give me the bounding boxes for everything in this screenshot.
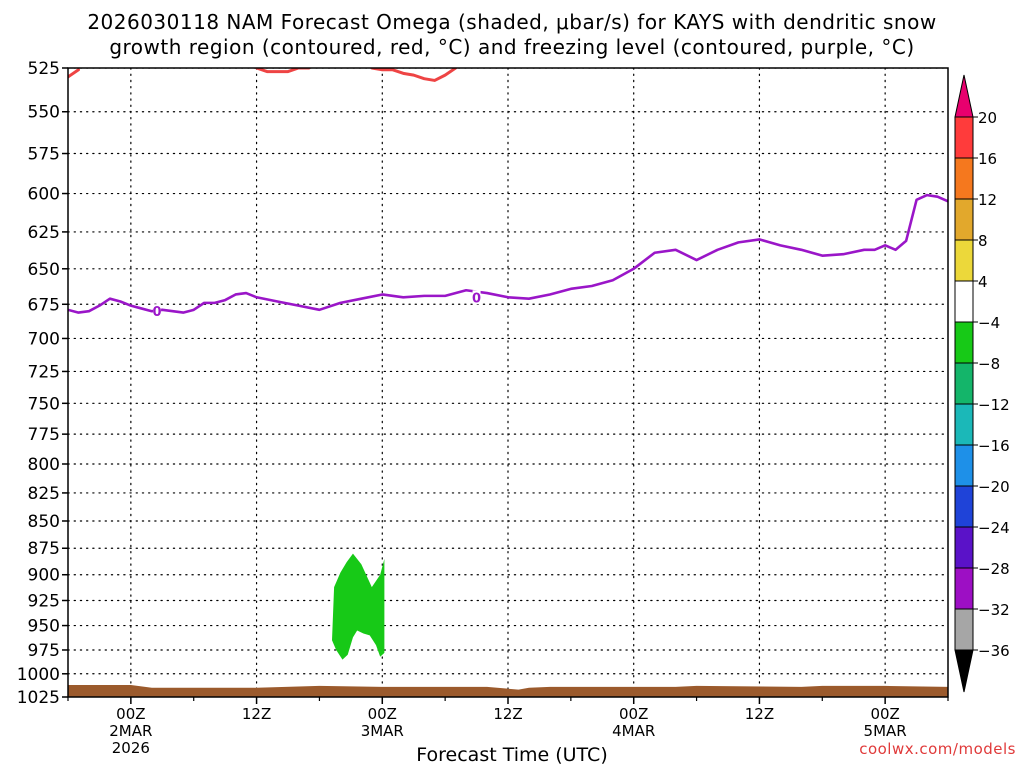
- colorbar-box: [954, 608, 974, 651]
- y-tick-label: 1025: [17, 688, 60, 708]
- colorbar-label: 4: [978, 273, 988, 291]
- colorbar-box: [954, 116, 974, 159]
- y-tick-label: 800: [28, 455, 60, 475]
- y-tick-label: 550: [28, 103, 60, 123]
- colorbar-label: 16: [978, 150, 997, 168]
- colorbar-label: −8: [978, 355, 1000, 373]
- colorbar-label: −36: [978, 642, 1010, 660]
- colorbar-label: −28: [978, 560, 1010, 578]
- colorbar-box: [954, 239, 974, 282]
- y-tick-label: 625: [28, 223, 60, 243]
- colorbar-box: [954, 444, 974, 487]
- colorbar-box: [954, 280, 974, 323]
- terrain-fill: [68, 685, 948, 697]
- colorbar-label: −16: [978, 437, 1010, 455]
- y-tick-label: 925: [28, 591, 60, 611]
- y-tick-label: 675: [28, 295, 60, 315]
- omega-shaded-area: [332, 553, 385, 660]
- y-tick-label: 600: [28, 185, 60, 205]
- freezing-level-line: [68, 193, 948, 314]
- colorbar-box: [954, 526, 974, 569]
- x-tick-label: 12Z: [493, 705, 522, 723]
- y-tick-label: 900: [28, 566, 60, 586]
- y-tick-label: 950: [28, 617, 60, 637]
- y-tick-label: 650: [28, 260, 60, 280]
- x-tick-date-label: 3MAR: [361, 722, 404, 740]
- contour-label: 0: [472, 291, 481, 306]
- x-tick-label: 00Z: [116, 705, 145, 723]
- contour-label-bg: [153, 304, 162, 319]
- contour-label-bg: [472, 290, 481, 305]
- dendritic-contour: [370, 68, 458, 82]
- y-tick-label: 825: [28, 484, 60, 504]
- colorbar-label: −12: [978, 396, 1010, 414]
- y-tick-label: 775: [28, 425, 60, 445]
- colorbar-label: 20: [978, 109, 997, 127]
- colorbar-label: −4: [978, 314, 1000, 332]
- colorbar-box: [954, 157, 974, 200]
- colorbar-box: [954, 567, 974, 610]
- y-tick-label: 575: [28, 145, 60, 165]
- y-tick-label: 700: [28, 329, 60, 349]
- y-tick-label: 850: [28, 512, 60, 532]
- colorbar-label: 12: [978, 191, 997, 209]
- chart-title-line2: growth region (contoured, red, °C) and f…: [109, 35, 915, 59]
- x-tick-label: 00Z: [870, 705, 899, 723]
- x-tick-label: 12Z: [745, 705, 774, 723]
- colorbar-top-arrow: [954, 74, 974, 118]
- y-tick-label: 525: [28, 59, 60, 79]
- colorbar-label: −20: [978, 478, 1010, 496]
- colorbar-box: [954, 198, 974, 241]
- colorbar-label: −24: [978, 519, 1010, 537]
- colorbar-label: 8: [978, 232, 988, 250]
- plot-area: 00: [68, 68, 948, 697]
- x-tick-date-label: 2MAR: [109, 722, 152, 740]
- colorbar-box: [954, 362, 974, 405]
- colorbar-box: [954, 321, 974, 364]
- colorbar-bottom-arrow: [954, 649, 974, 693]
- y-tick-label: 725: [28, 362, 60, 382]
- contour-label: 0: [153, 305, 162, 320]
- site-credit: coolwx.com/models: [859, 740, 1016, 758]
- x-tick-date-label: 5MAR: [864, 722, 907, 740]
- y-tick-label: 1000: [17, 665, 60, 685]
- dendritic-contour: [255, 68, 311, 74]
- y-tick-label: 750: [28, 394, 60, 414]
- colorbar-box: [954, 485, 974, 528]
- colorbar-label: −32: [978, 601, 1010, 619]
- y-tick-label: 875: [28, 539, 60, 559]
- x-axis-title: Forecast Time (UTC): [416, 744, 608, 766]
- x-tick-label: 12Z: [242, 705, 271, 723]
- dendritic-contour: [68, 68, 80, 79]
- x-tick-label: 00Z: [368, 705, 397, 723]
- x-tick-year-label: 2026: [112, 739, 150, 757]
- x-tick-date-label: 4MAR: [612, 722, 655, 740]
- colorbar-box: [954, 403, 974, 446]
- x-tick-label: 00Z: [619, 705, 648, 723]
- y-tick-label: 975: [28, 641, 60, 661]
- chart-title-line1: 2026030118 NAM Forecast Omega (shaded, μ…: [87, 10, 937, 34]
